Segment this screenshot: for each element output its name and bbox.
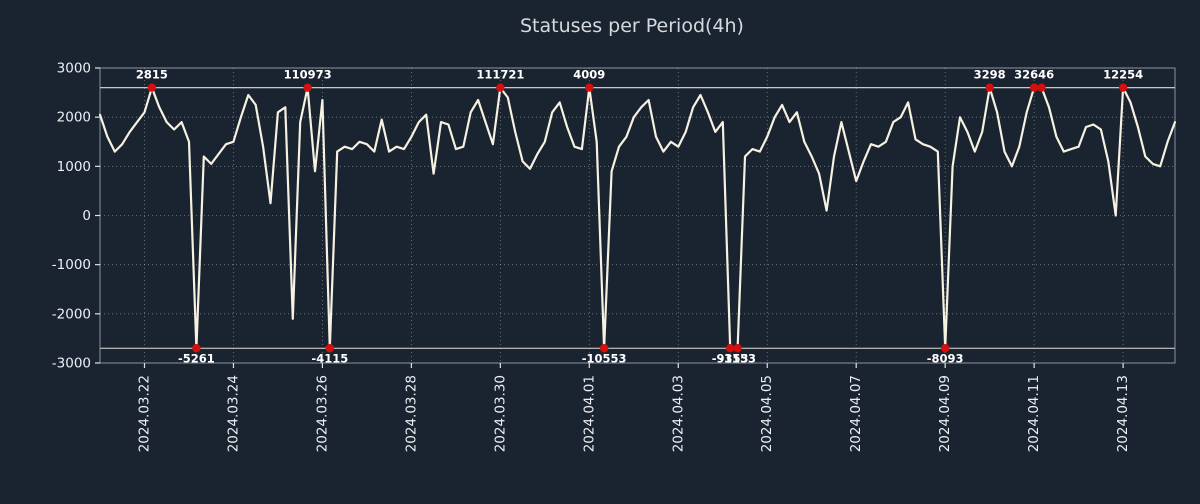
svg-text:3298: 3298 xyxy=(974,68,1006,82)
svg-text:2024.04.13: 2024.04.13 xyxy=(1115,375,1131,452)
svg-text:1000: 1000 xyxy=(57,159,91,175)
svg-text:-8093: -8093 xyxy=(927,351,964,365)
svg-text:2024.04.03: 2024.04.03 xyxy=(670,375,686,452)
svg-text:2024.04.07: 2024.04.07 xyxy=(848,375,864,452)
svg-text:-10553: -10553 xyxy=(582,351,627,365)
svg-text:2024.04.05: 2024.04.05 xyxy=(759,375,775,452)
annotation-labels: 2815 -5261 110973 -4115 111721 4009 -10553 -935… xyxy=(136,68,1143,366)
svg-text:2024.03.26: 2024.03.26 xyxy=(314,375,330,452)
svg-text:111721: 111721 xyxy=(476,68,524,82)
svg-text:32646: 32646 xyxy=(1014,68,1054,82)
clip-lines xyxy=(100,87,1175,349)
svg-text:2024.03.28: 2024.03.28 xyxy=(403,375,419,452)
svg-text:-9353: -9353 xyxy=(712,351,749,365)
svg-text:2024.04.09: 2024.04.09 xyxy=(937,375,953,452)
svg-text:-2000: -2000 xyxy=(52,306,91,322)
x-axis-labels: 2024.03.22 2024.03.24 2024.03.26 2024.03.28… xyxy=(136,363,1131,452)
svg-text:2024.04.01: 2024.04.01 xyxy=(581,375,597,452)
y-axis-labels: 3000 2000 1000 0 -1000 -2000 -3000 xyxy=(52,61,100,372)
svg-text:3000: 3000 xyxy=(57,61,91,77)
svg-text:2024.03.22: 2024.03.22 xyxy=(136,375,152,452)
svg-text:-1153: -1153 xyxy=(719,351,756,365)
svg-text:2024.03.24: 2024.03.24 xyxy=(225,375,241,452)
svg-text:2024.04.11: 2024.04.11 xyxy=(1026,375,1042,452)
svg-text:2000: 2000 xyxy=(57,110,91,126)
svg-text:110973: 110973 xyxy=(284,68,332,82)
svg-text:-3000: -3000 xyxy=(52,356,91,372)
svg-text:2024.03.30: 2024.03.30 xyxy=(492,375,508,452)
svg-text:-5261: -5261 xyxy=(178,351,215,365)
series-line xyxy=(98,86,1177,350)
svg-text:4009: 4009 xyxy=(573,68,605,82)
svg-text:0: 0 xyxy=(82,208,91,224)
peak-markers xyxy=(147,83,1128,353)
svg-text:-1000: -1000 xyxy=(52,257,91,273)
chart-title: Statuses per Period(4h) xyxy=(520,15,744,37)
svg-text:-4115: -4115 xyxy=(311,351,348,365)
svg-text:12254: 12254 xyxy=(1103,68,1143,82)
svg-text:2815: 2815 xyxy=(136,68,168,82)
